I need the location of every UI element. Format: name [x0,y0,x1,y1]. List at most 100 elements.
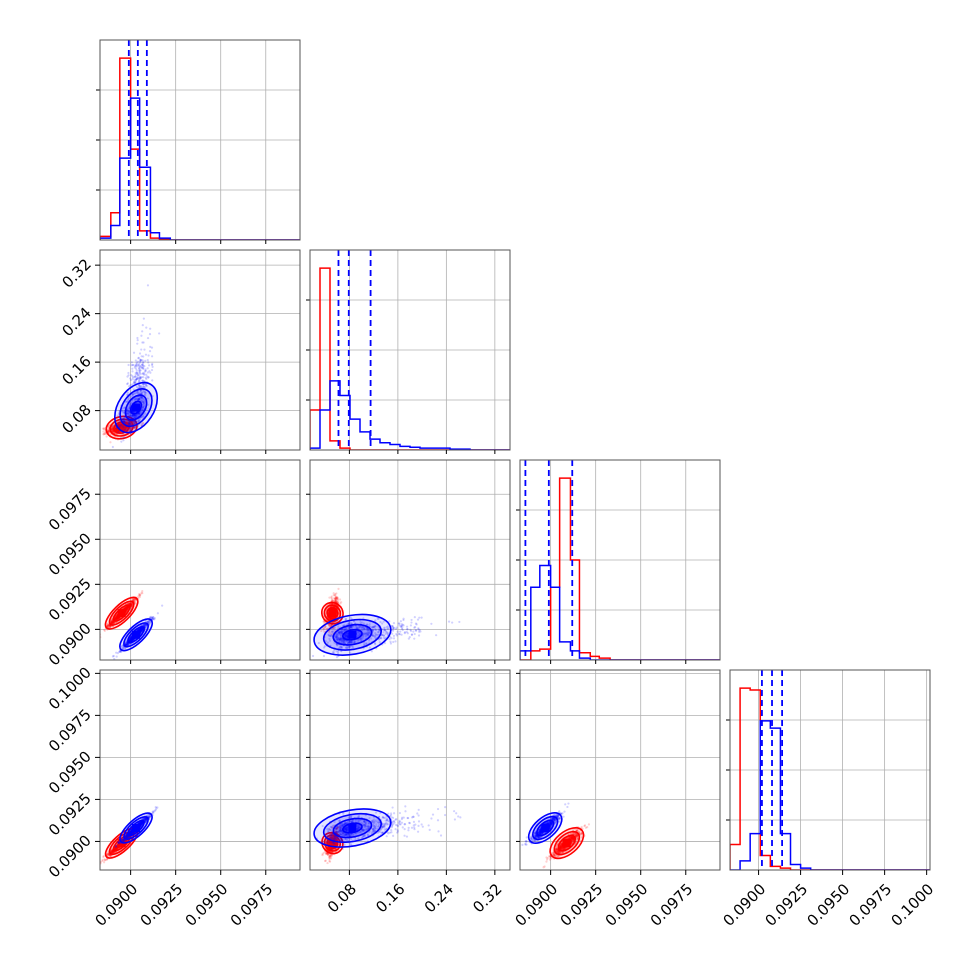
sample-point [141,589,144,593]
sample-point [400,633,403,636]
sample-point [151,616,154,619]
sample-point [458,620,461,624]
panel-2-1 [306,459,511,664]
sample-point [112,424,115,428]
sample-point [134,416,137,419]
sample-point [108,431,111,434]
sample-point [336,597,340,600]
sample-point [131,414,135,417]
sample-point [399,630,402,633]
sample-point [144,412,147,415]
sample-point [392,621,396,625]
sample-point [140,628,143,631]
sample-point [129,423,132,426]
sample-point [110,621,113,624]
sample-point [138,367,141,370]
sample-point [138,594,141,597]
sample-point [110,427,113,430]
sample-point [142,415,145,418]
sample-point [130,638,133,641]
sample-point [129,638,132,641]
sample-point [127,420,130,423]
sample-point [122,439,125,442]
sample-point [140,629,144,632]
sample-point [131,597,134,600]
sample-point [336,639,339,642]
sample-point [136,336,139,340]
contours-red [104,596,139,630]
sample-point [146,397,149,400]
sample-point [127,410,130,414]
contours-blue [114,381,159,434]
sample-point [131,378,134,381]
sample-point [118,426,121,429]
panel-frame [309,249,511,451]
sample-point [151,362,154,365]
sample-point [129,603,132,606]
sample-point [335,599,338,602]
sample-point [126,605,129,608]
sample-point [133,421,136,425]
sample-point [126,606,129,609]
sample-point [128,427,132,431]
sample-point [135,414,138,417]
sample-point [111,655,115,658]
sample-point [143,623,146,626]
sample-point [413,632,416,636]
sample-point [412,630,415,633]
sample-point [141,628,144,631]
scatter-2-0 [100,589,164,660]
sample-point [322,628,325,631]
sample-point [139,628,142,631]
sample-point [129,384,132,387]
sample-point [125,643,128,646]
sample-point [406,632,409,635]
sample-point [130,604,133,608]
sample-point [131,375,134,378]
sample-point [336,596,339,600]
sample-point [138,365,141,368]
sample-point [111,621,114,624]
sample-point [143,390,146,393]
sample-point [335,600,339,603]
sample-point [146,375,149,378]
sample-point [136,360,139,363]
sample-point [132,415,136,419]
sample-point [389,642,393,645]
sample-point [143,623,147,626]
sample-point [334,594,337,597]
sample-point [122,436,125,439]
sample-point [141,359,144,362]
sample-point [335,598,339,601]
sample-point [413,626,416,629]
sample-point [330,595,333,598]
sample-point [332,594,335,597]
sample-point [152,617,155,621]
sample-point [120,650,123,654]
sample-point [129,422,132,425]
sample-point [135,421,138,424]
sample-point [149,345,152,348]
sample-point [110,621,113,624]
sample-point [139,359,142,362]
sample-point [394,627,398,630]
sample-point [125,607,128,610]
sample-point [139,397,142,400]
sample-point [143,393,146,396]
sample-point [141,406,144,409]
sample-point [125,606,128,610]
sample-point [140,627,143,630]
sample-point [139,384,143,388]
sample-point [128,638,132,641]
sample-point [127,602,130,605]
sample-point [333,600,337,603]
sample-point [134,381,137,384]
sample-point [139,395,143,399]
sample-point [137,374,140,377]
sample-point [129,603,133,606]
sample-point [121,418,125,421]
sample-point [144,391,147,394]
y-tick-label: 0.16 [58,352,94,388]
sample-point [118,650,121,653]
sample-point [128,603,131,606]
